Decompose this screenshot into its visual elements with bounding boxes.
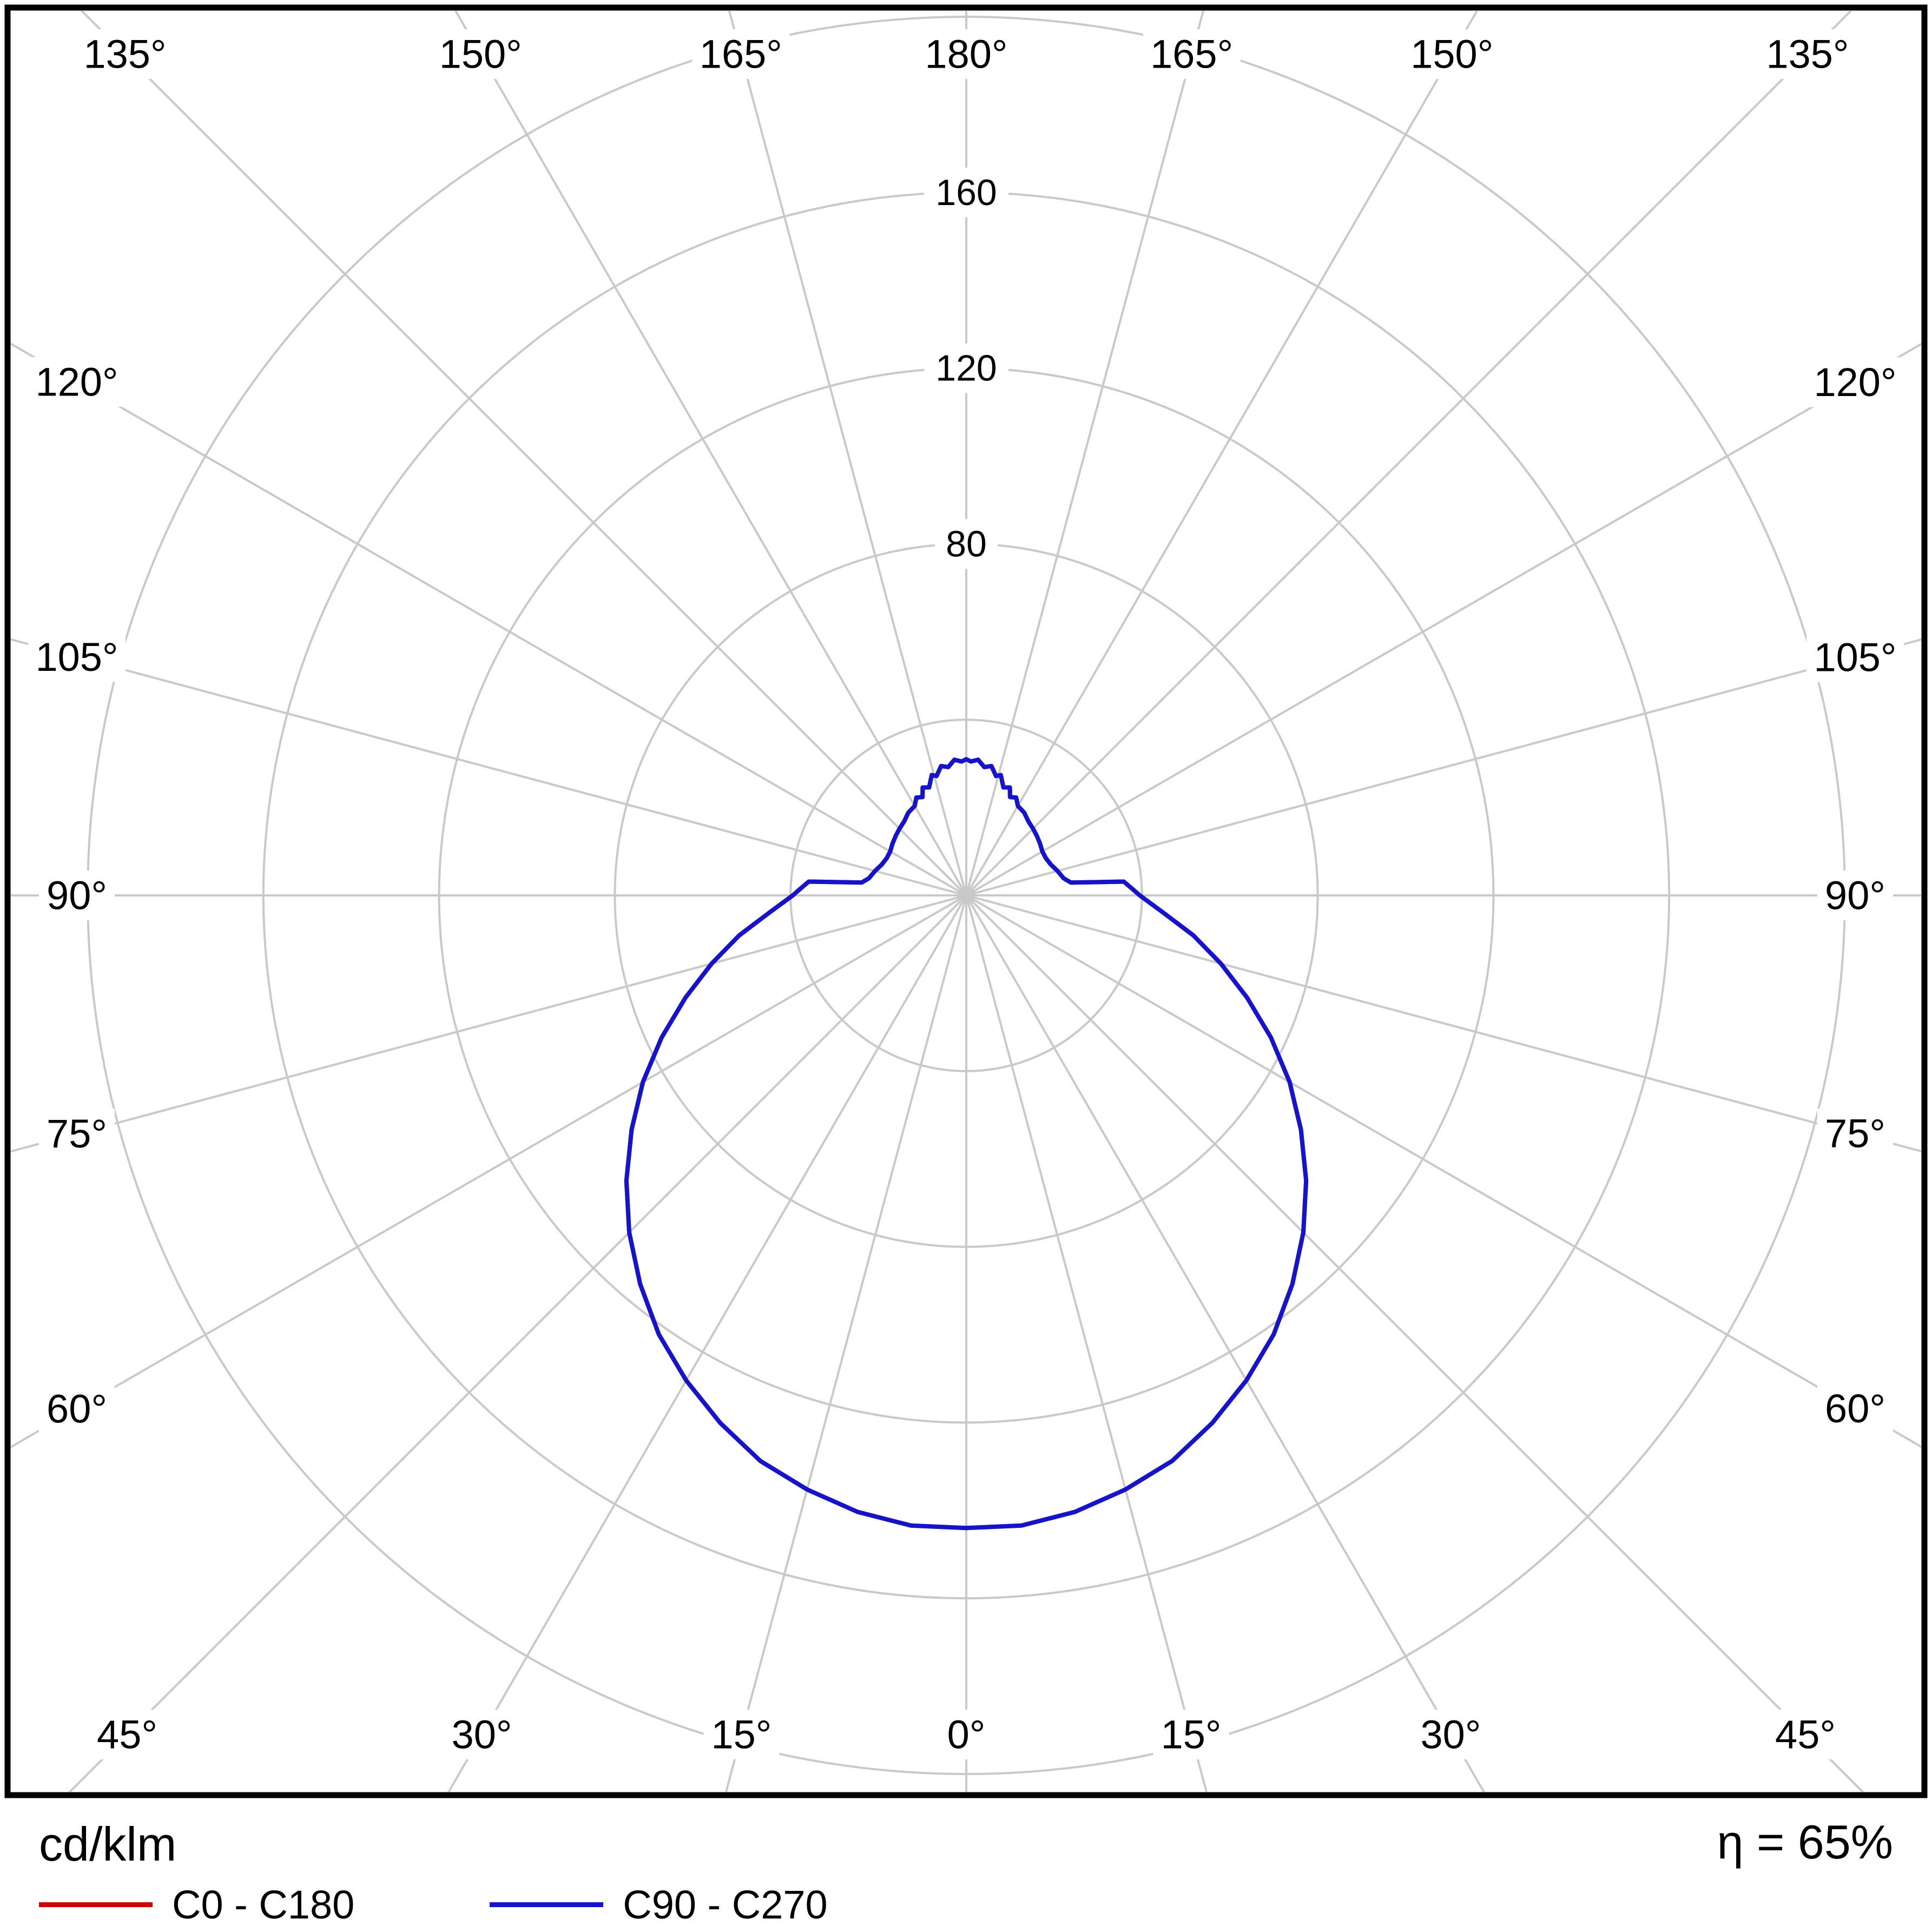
svg-text:45°: 45° [97, 1712, 157, 1757]
legend-entry-c90-c270: C90 - C270 [490, 1882, 828, 1928]
svg-text:165°: 165° [1150, 32, 1233, 77]
svg-text:135°: 135° [83, 32, 166, 77]
svg-text:90°: 90° [47, 873, 107, 918]
svg-text:135°: 135° [1766, 32, 1849, 77]
legend-line-c0-c180 [39, 1902, 153, 1907]
svg-text:75°: 75° [47, 1111, 107, 1156]
svg-text:160: 160 [935, 172, 997, 213]
curve-C90-C270 [624, 757, 1309, 1531]
svg-text:0°: 0° [947, 1712, 986, 1757]
svg-text:120: 120 [935, 348, 997, 389]
legend-label-c0-c180: C0 - C180 [172, 1882, 355, 1927]
svg-text:45°: 45° [1775, 1712, 1836, 1757]
svg-text:30°: 30° [1421, 1712, 1481, 1757]
svg-text:150°: 150° [1410, 32, 1493, 77]
svg-text:60°: 60° [47, 1387, 107, 1432]
svg-text:105°: 105° [1814, 635, 1896, 680]
legend-entry-c0-c180: C0 - C180 [39, 1882, 354, 1928]
svg-text:75°: 75° [1825, 1111, 1885, 1156]
svg-text:150°: 150° [439, 32, 522, 77]
svg-text:15°: 15° [1161, 1712, 1222, 1757]
svg-text:30°: 30° [452, 1712, 512, 1757]
legend-label-c90-c270: C90 - C270 [623, 1882, 828, 1927]
svg-text:120°: 120° [1814, 360, 1896, 405]
svg-text:165°: 165° [700, 32, 782, 77]
legend: C0 - C180 C90 - C270 [39, 1882, 828, 1928]
svg-text:15°: 15° [711, 1712, 772, 1757]
units-label: cd/klm [39, 1817, 177, 1871]
efficiency-label: η = 65% [1717, 1815, 1893, 1869]
svg-text:80: 80 [946, 523, 987, 564]
legend-line-c90-c270 [490, 1902, 604, 1907]
svg-text:105°: 105° [35, 635, 118, 680]
svg-text:90°: 90° [1825, 873, 1885, 918]
svg-text:120°: 120° [35, 359, 118, 404]
svg-text:60°: 60° [1825, 1386, 1885, 1431]
svg-text:180°: 180° [925, 32, 1007, 77]
